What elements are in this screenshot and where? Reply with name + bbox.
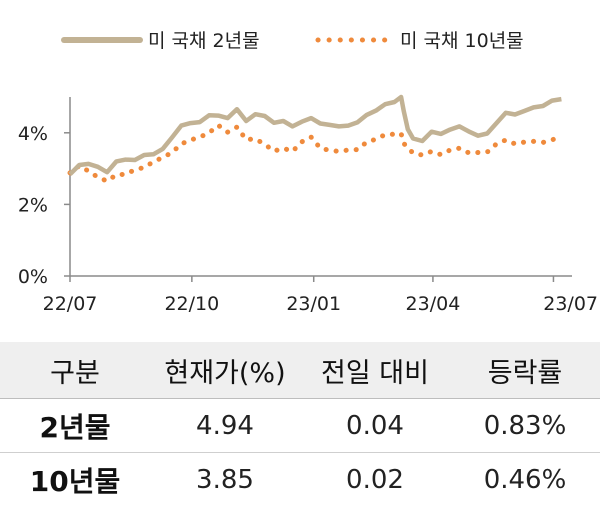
y-tick-label: 0% <box>18 266 48 288</box>
x-tick-label: 23/04 <box>406 293 461 315</box>
y-tick-label: 4% <box>18 123 48 145</box>
cell-rate-2y: 0.83% <box>450 399 600 453</box>
yield-summary-table: 구분 현재가(%) 전일 대비 등락률 2년물 4.94 0.04 0.83% … <box>0 342 600 506</box>
y-axis-ticks: 0% 2% 4% <box>18 123 70 288</box>
header-change-rate: 등락률 <box>450 342 600 399</box>
y-tick-label: 2% <box>18 194 48 216</box>
cell-change-2y: 0.04 <box>300 399 450 453</box>
legend: 미 국채 2년물 미 국채 10년물 <box>64 30 524 52</box>
table-header-row: 구분 현재가(%) 전일 대비 등락률 <box>0 342 600 399</box>
header-current-price: 현재가(%) <box>150 342 300 399</box>
cell-current-2y: 4.94 <box>150 399 300 453</box>
table-row-10y: 10년물 3.85 0.02 0.46% <box>0 453 600 506</box>
header-category: 구분 <box>0 342 150 399</box>
cell-rate-10y: 0.46% <box>450 453 600 506</box>
x-tick-label: 23/07 <box>543 293 598 315</box>
row-label-10y: 10년물 <box>0 453 150 506</box>
x-tick-label: 23/01 <box>286 293 341 315</box>
series-line-2y <box>70 97 561 174</box>
x-tick-label: 22/07 <box>43 293 98 315</box>
table-row-2y: 2년물 4.94 0.04 0.83% <box>0 399 600 453</box>
legend-label-10y: 미 국채 10년물 <box>400 30 524 52</box>
legend-label-2y: 미 국채 2년물 <box>148 30 260 52</box>
cell-change-10y: 0.02 <box>300 453 450 506</box>
yield-line-chart: 미 국채 2년물 미 국채 10년물 0% 2% 4% 22/07 22/10 23/0… <box>0 0 600 330</box>
x-tick-label: 22/10 <box>164 293 219 315</box>
x-axis-ticks: 22/07 22/10 23/01 23/04 23/07 <box>43 276 598 315</box>
cell-current-10y: 3.85 <box>150 453 300 506</box>
row-label-2y: 2년물 <box>0 399 150 453</box>
header-day-change: 전일 대비 <box>300 342 450 399</box>
